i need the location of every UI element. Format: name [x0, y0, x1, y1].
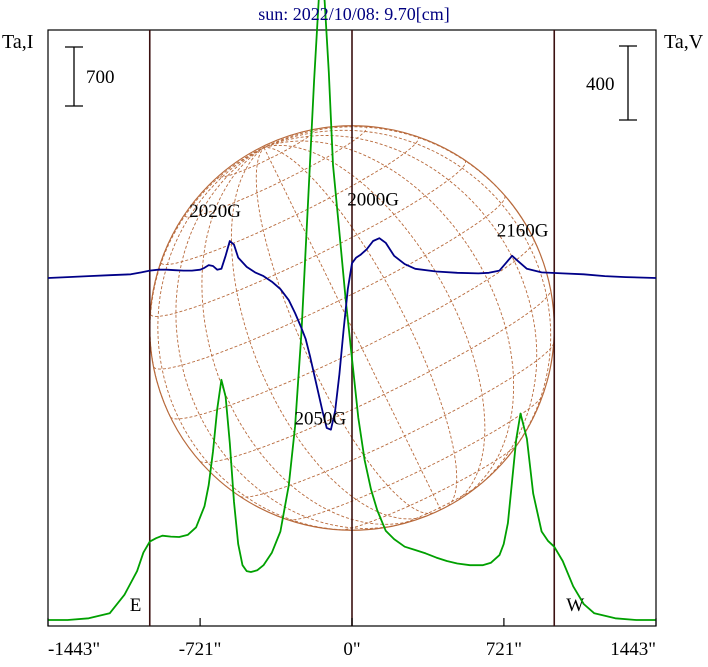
longitude-line — [201, 147, 414, 525]
longitude-line — [175, 147, 398, 529]
annotation-label: 2160G — [497, 220, 549, 241]
left-axis-label: Ta,I — [2, 31, 33, 53]
annotation-label: 2050G — [295, 409, 347, 430]
longitude-line — [149, 146, 265, 417]
left-scale-bar-label: 700 — [86, 67, 115, 88]
longitude-line — [263, 147, 441, 510]
longitude-line — [230, 147, 427, 520]
right-scale-bar: 400 — [586, 45, 637, 121]
series-line-ta-i — [48, 0, 656, 621]
latitude-line — [219, 130, 315, 178]
latitude-line — [240, 343, 554, 498]
right-axis-label: Ta,V — [664, 31, 704, 53]
limb-label: W — [566, 595, 584, 616]
longitude-line — [263, 144, 486, 503]
longitude-line — [263, 146, 458, 507]
chart-title: sun: 2022/10/08: 9.70[cm] — [258, 4, 450, 24]
x-tick-label: 0" — [343, 639, 360, 660]
longitude-line — [255, 147, 434, 514]
latitude-line — [169, 239, 535, 420]
x-axis: -1443" -721" 0" 721" 1443" — [47, 618, 657, 660]
latitude-line — [199, 290, 552, 464]
longitude-line — [263, 126, 535, 240]
limb-label: E — [130, 595, 142, 616]
latitude-line — [288, 395, 543, 521]
x-tick-label: 1443" — [610, 639, 656, 660]
x-tick-label: -1443" — [48, 639, 100, 660]
longitude-line — [263, 140, 515, 495]
longitude-line — [157, 147, 363, 531]
longitude-line — [263, 129, 552, 461]
x-tick-label: 721" — [486, 639, 522, 660]
annotation-label: 2020G — [189, 201, 241, 222]
latitude-line — [150, 160, 467, 317]
annotations: 2020G 2000G 2050G 2160G — [189, 190, 548, 430]
series-line-ta-v — [47, 237, 657, 431]
series-layer — [47, 0, 657, 621]
left-scale-bar: 700 — [65, 46, 115, 107]
annotation-label: 2000G — [347, 190, 399, 211]
right-scale-bar-label: 400 — [586, 74, 615, 95]
x-tick-label: -721" — [179, 639, 222, 660]
longitude-line — [263, 135, 538, 486]
